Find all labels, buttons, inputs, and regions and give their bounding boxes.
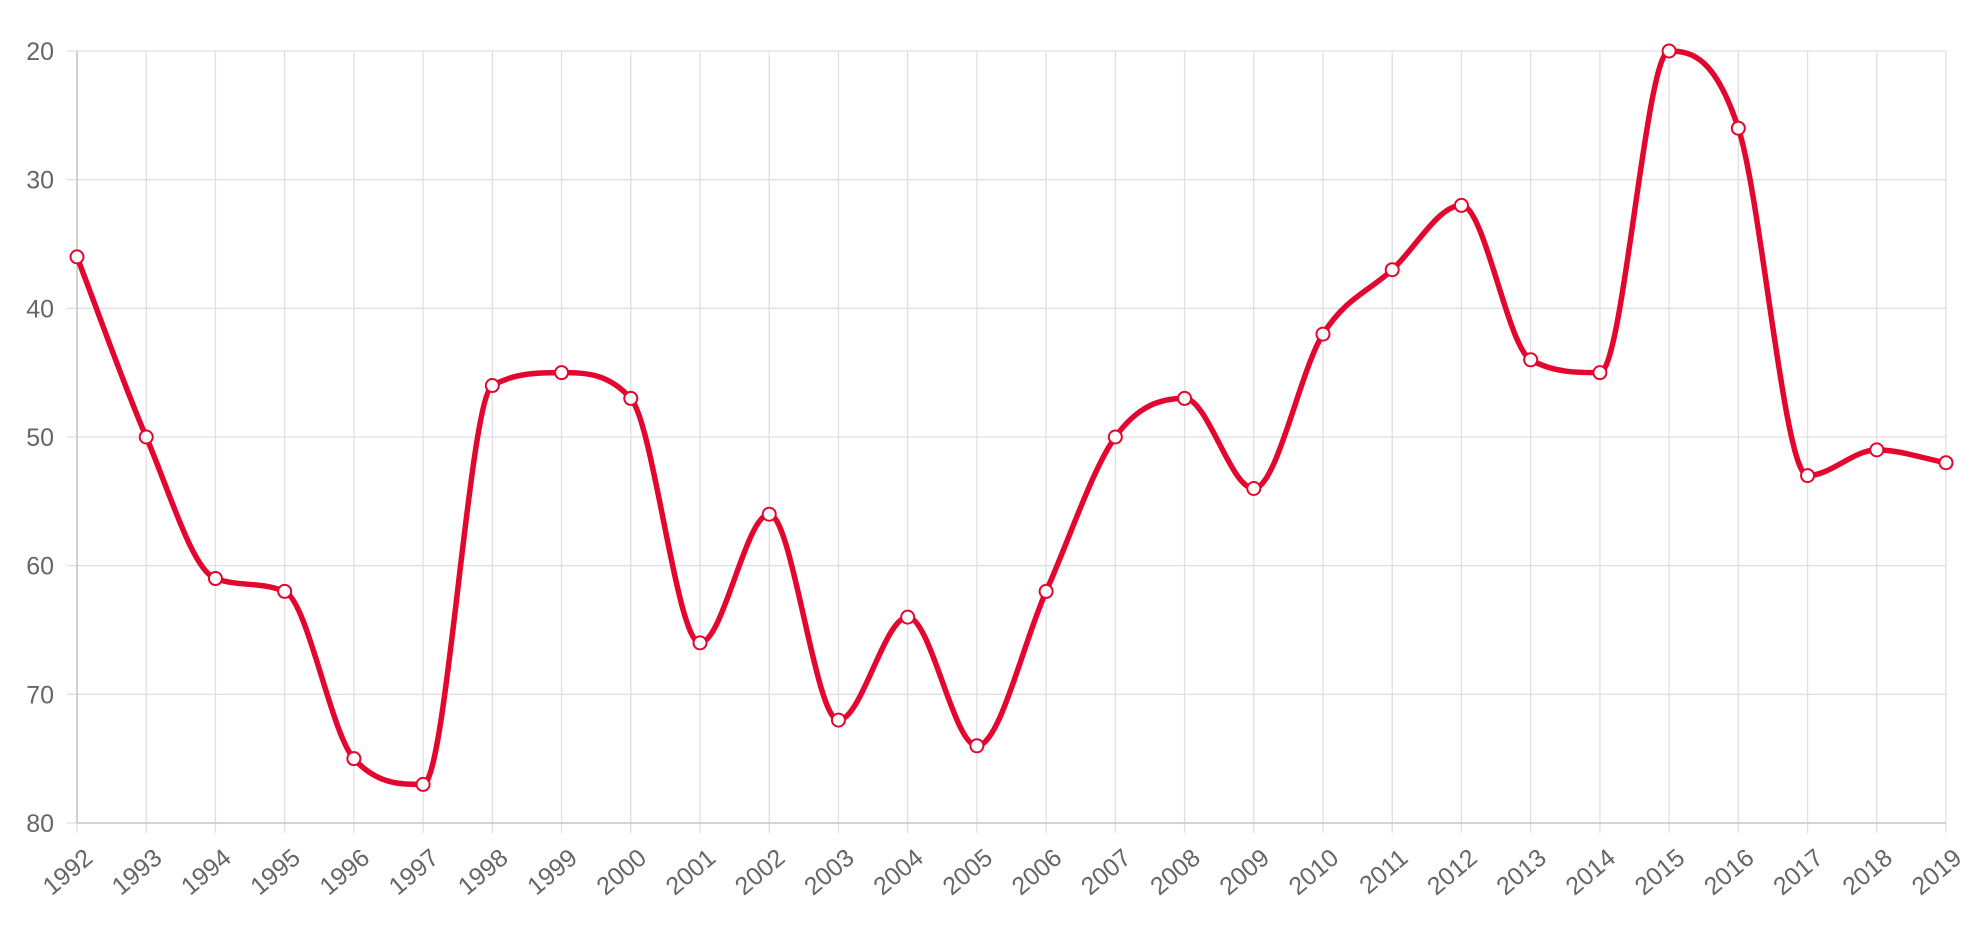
x-tick-label-2007: 2007 — [1076, 844, 1137, 901]
x-tick-label-2006: 2006 — [1007, 844, 1068, 901]
x-tick-label-2009: 2009 — [1214, 844, 1275, 901]
y-tick-label-80: 80 — [26, 810, 54, 838]
x-tick-label-2015: 2015 — [1630, 844, 1691, 901]
data-point-2007[interactable] — [1107, 429, 1123, 445]
data-point-1996[interactable] — [346, 751, 362, 767]
x-tick-label-2004: 2004 — [868, 844, 929, 901]
data-point-2019[interactable] — [1938, 455, 1954, 471]
data-point-1992[interactable] — [69, 249, 85, 265]
x-tick-label-2018: 2018 — [1837, 844, 1898, 901]
x-tick-label-1992: 1992 — [38, 844, 99, 901]
x-tick-label-2017: 2017 — [1768, 844, 1829, 901]
x-tick-label-2005: 2005 — [937, 844, 998, 901]
y-tick-label-20: 20 — [26, 38, 54, 66]
x-tick-label-2014: 2014 — [1560, 844, 1621, 901]
data-point-2008[interactable] — [1177, 390, 1193, 406]
series — [74, 48, 1949, 788]
x-tick-label-2002: 2002 — [730, 844, 791, 901]
y-tick-label-40: 40 — [26, 295, 54, 323]
x-tick-label-1993: 1993 — [107, 844, 168, 901]
x-tick-label-2001: 2001 — [661, 844, 722, 901]
x-tick-label-1997: 1997 — [384, 844, 445, 901]
x-axis-ticks: 1992 1993 1994 1995 1996 1997 1998 1999 2000 2001… — [38, 844, 1968, 901]
data-point-2010[interactable] — [1315, 326, 1331, 342]
x-tick-label-2003: 2003 — [799, 844, 860, 901]
data-point-2000[interactable] — [623, 390, 639, 406]
data-point-2011[interactable] — [1384, 262, 1400, 278]
data-point-1995[interactable] — [277, 583, 293, 599]
x-tick-label-1995: 1995 — [245, 844, 306, 901]
data-point-2006[interactable] — [1038, 583, 1054, 599]
series-line-0 — [74, 48, 1949, 788]
x-tick-label-1994: 1994 — [176, 844, 237, 901]
x-tick-label-1996: 1996 — [314, 844, 375, 901]
x-tick-label-2008: 2008 — [1145, 844, 1206, 901]
data-point-2004[interactable] — [900, 609, 916, 625]
data-point-2015[interactable] — [1661, 43, 1677, 59]
x-tick-label-2011: 2011 — [1354, 844, 1413, 900]
x-tick-label-2012: 2012 — [1422, 844, 1483, 901]
data-point-1997[interactable] — [415, 776, 431, 792]
data-point-2005[interactable] — [969, 738, 985, 754]
data-point-2009[interactable] — [1246, 480, 1262, 496]
y-axis-ticks: 20 30 40 50 60 70 80 — [26, 38, 54, 838]
data-point-2012[interactable] — [1453, 197, 1469, 213]
y-tick-label-50: 50 — [26, 424, 54, 452]
grid — [67, 50, 1947, 833]
data-point-2018[interactable] — [1869, 442, 1885, 458]
data-points — [69, 43, 1954, 792]
data-point-2016[interactable] — [1730, 120, 1746, 136]
data-point-1998[interactable] — [484, 378, 500, 394]
x-tick-label-2000: 2000 — [591, 844, 652, 901]
data-point-2017[interactable] — [1800, 468, 1816, 484]
y-tick-label-70: 70 — [26, 681, 54, 709]
data-point-2014[interactable] — [1592, 365, 1608, 381]
data-point-2002[interactable] — [761, 506, 777, 522]
y-tick-label-30: 30 — [26, 167, 54, 195]
data-point-2003[interactable] — [830, 712, 846, 728]
data-point-1993[interactable] — [138, 429, 154, 445]
data-point-1999[interactable] — [554, 365, 570, 381]
data-point-2001[interactable] — [692, 635, 708, 651]
data-point-2013[interactable] — [1523, 352, 1539, 368]
x-tick-label-1998: 1998 — [453, 844, 514, 901]
x-tick-label-2013: 2013 — [1491, 844, 1552, 901]
x-tick-label-2010: 2010 — [1284, 844, 1345, 901]
data-point-1994[interactable] — [207, 571, 223, 587]
x-tick-label-1999: 1999 — [522, 844, 583, 901]
x-tick-label-2016: 2016 — [1699, 844, 1760, 901]
axes — [76, 51, 1946, 824]
x-tick-label-2019: 2019 — [1907, 844, 1968, 901]
y-tick-label-60: 60 — [26, 553, 54, 581]
